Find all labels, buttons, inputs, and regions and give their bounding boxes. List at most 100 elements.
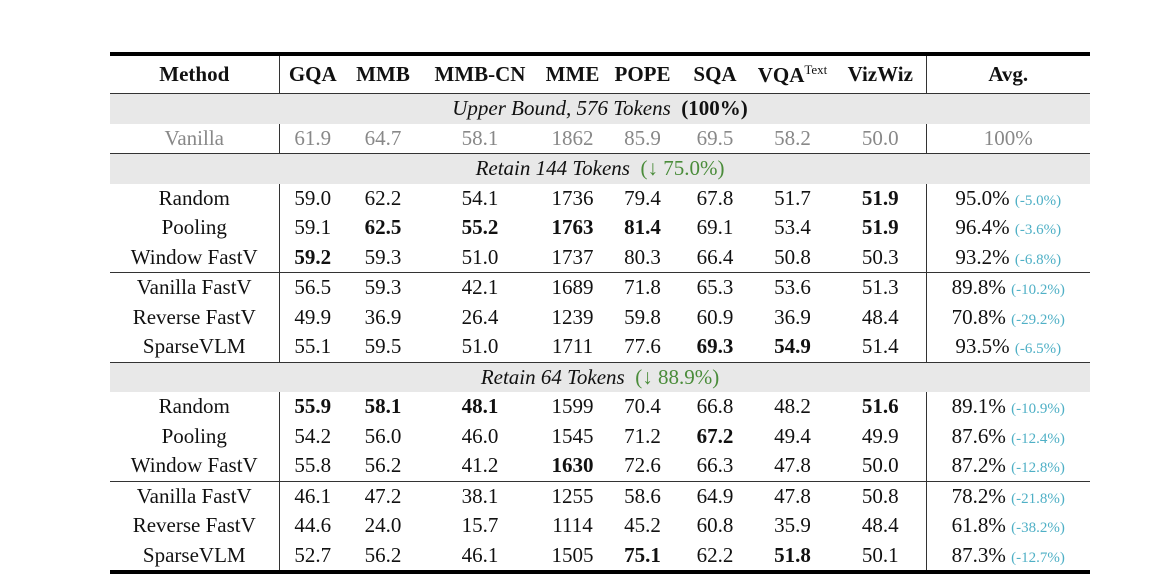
table-cell: 58.1 bbox=[346, 392, 420, 422]
table-cell: 1862 bbox=[551, 125, 594, 150]
table-cell: 50.0 bbox=[835, 123, 927, 154]
avg-value: 96.4% bbox=[955, 215, 1010, 240]
method-name: Vanilla FastV bbox=[110, 481, 280, 511]
method-name: SparseVLM bbox=[110, 540, 280, 572]
table-cell: 59.2 bbox=[279, 243, 346, 273]
cell-value: 59.8 bbox=[624, 304, 661, 329]
method-name: Window FastV bbox=[110, 242, 280, 273]
table-cell: 48.2 bbox=[750, 392, 835, 422]
cell-value: 55.8 bbox=[294, 453, 332, 478]
avg-value: 78.2% bbox=[951, 483, 1006, 508]
table-cell: 49.4 bbox=[750, 422, 835, 452]
avg-value: 89.8% bbox=[951, 275, 1006, 300]
table-cell: 38.1 bbox=[420, 481, 540, 511]
table-cell: 66.8 bbox=[680, 392, 750, 422]
table-row: SparseVLM 55.1 59.5 51.0 1711 77.6 69.3 54.9 51.… bbox=[110, 332, 1090, 362]
header-row: Method GQA MMB MMB-CN MME POPE SQA VQAText VizWi… bbox=[110, 54, 1090, 94]
avg-delta: (-6.8%) bbox=[1014, 251, 1062, 268]
cell-value: 46.0 bbox=[461, 423, 499, 448]
method-name: Vanilla FastV bbox=[110, 272, 280, 303]
cell-value: 48.1 bbox=[461, 394, 499, 419]
cell-value: 15.7 bbox=[461, 513, 499, 538]
table-cell: 47.2 bbox=[346, 481, 420, 511]
cell-value: 69.3 bbox=[696, 334, 734, 359]
cell-value: 75.1 bbox=[624, 542, 661, 567]
table-cell: 49.9 bbox=[835, 421, 927, 451]
section-percentage: (↓ 75.0%) bbox=[640, 156, 725, 181]
table-cell: 1114 bbox=[540, 511, 605, 541]
table-cell: 59.8 bbox=[605, 303, 680, 333]
cell-value: 58.1 bbox=[364, 394, 402, 419]
cell-value: 59.0 bbox=[294, 185, 332, 210]
avg-value: 93.2% bbox=[955, 244, 1010, 269]
cell-value: 49.4 bbox=[774, 423, 811, 448]
header-label: POPE bbox=[614, 62, 671, 86]
table-cell: 62.2 bbox=[680, 541, 750, 573]
table-cell: 70.4 bbox=[605, 392, 680, 422]
table-cell: 48.4 bbox=[835, 511, 927, 541]
table-cell: 51.8 bbox=[750, 541, 835, 573]
table-cell: 1689 bbox=[540, 273, 605, 303]
table-cell: 62.2 bbox=[346, 184, 420, 214]
avg-value: 89.1% bbox=[951, 394, 1006, 419]
table-cell: 85.9 bbox=[624, 125, 661, 150]
cell-value: 47.8 bbox=[774, 483, 811, 508]
cell-value: Random bbox=[158, 394, 230, 419]
table-cell: 50.1 bbox=[835, 540, 927, 572]
section-label: Retain 64 Tokens (↓ 88.9%) bbox=[110, 362, 1090, 392]
cell-value: SparseVLM bbox=[142, 334, 246, 359]
section-upper-bound: Upper Bound, 576 Tokens (100%) bbox=[110, 93, 1090, 124]
cell-value: SparseVLM bbox=[142, 542, 246, 567]
avg-delta: (-5.0%) bbox=[1014, 192, 1062, 209]
cell-value: 50.1 bbox=[861, 542, 899, 567]
table-cell: 66.3 bbox=[680, 451, 750, 481]
section-retain-0: Retain 144 Tokens (↓ 75.0%) bbox=[110, 153, 1090, 184]
cell-value: 1630 bbox=[551, 453, 594, 478]
header-label: VizWiz bbox=[847, 62, 913, 86]
cell-value: 69.1 bbox=[696, 215, 734, 240]
table-cell: 80.3 bbox=[605, 243, 680, 273]
cell-value: 26.4 bbox=[461, 304, 499, 329]
avg-delta: (-21.8%) bbox=[1011, 490, 1065, 507]
cell-value: 50.3 bbox=[861, 244, 899, 269]
table-cell: 1763 bbox=[540, 213, 605, 243]
cell-value: 36.9 bbox=[364, 304, 402, 329]
cell-value: 1737 bbox=[551, 244, 594, 269]
table-cell: 55.8 bbox=[279, 451, 346, 481]
avg-cell: 78.2% (-21.8%) bbox=[926, 481, 1090, 511]
table-cell: 54.2 bbox=[279, 422, 346, 452]
cell-value: 50.0 bbox=[861, 453, 899, 478]
table-cell: 61.9 bbox=[294, 125, 332, 150]
table-cell: 58.6 bbox=[605, 481, 680, 511]
table-cell: 26.4 bbox=[420, 303, 540, 333]
table-cell: 42.1 bbox=[420, 273, 540, 303]
cell-value: 51.0 bbox=[461, 244, 499, 269]
cell-value: 1505 bbox=[551, 542, 594, 567]
cell-value: 62.2 bbox=[364, 185, 402, 210]
cell-value: 48.2 bbox=[774, 394, 811, 419]
table-cell: 56.2 bbox=[346, 541, 420, 573]
table-cell: 36.9 bbox=[346, 303, 420, 333]
table-cell: 67.8 bbox=[680, 184, 750, 214]
table-cell: 51.0 bbox=[420, 243, 540, 273]
avg-cell: 87.3% (-12.7%) bbox=[926, 541, 1090, 573]
table-cell: 51.4 bbox=[835, 332, 927, 362]
cell-value: 79.4 bbox=[624, 185, 661, 210]
table-cell: 52.7 bbox=[279, 541, 346, 573]
avg-delta: (-3.6%) bbox=[1014, 222, 1062, 239]
cell-value: 38.1 bbox=[461, 483, 499, 508]
table-cell: 51.0 bbox=[420, 332, 540, 362]
avg-delta: (-10.2%) bbox=[1011, 282, 1065, 299]
table-cell: 55.9 bbox=[279, 392, 346, 422]
table-cell: 60.9 bbox=[680, 303, 750, 333]
cell-value: 59.3 bbox=[364, 244, 402, 269]
cell-value: 49.9 bbox=[861, 423, 899, 448]
cell-value: 1736 bbox=[551, 185, 594, 210]
column-header-vqa: VQAText bbox=[750, 54, 835, 94]
cell-value: 51.0 bbox=[461, 334, 499, 359]
cell-value: 62.5 bbox=[364, 215, 402, 240]
column-header-mmb: MMB bbox=[346, 54, 420, 94]
cell-value: 51.9 bbox=[861, 215, 899, 240]
cell-value: 80.3 bbox=[624, 244, 661, 269]
cell-value: Reverse FastV bbox=[132, 513, 256, 538]
